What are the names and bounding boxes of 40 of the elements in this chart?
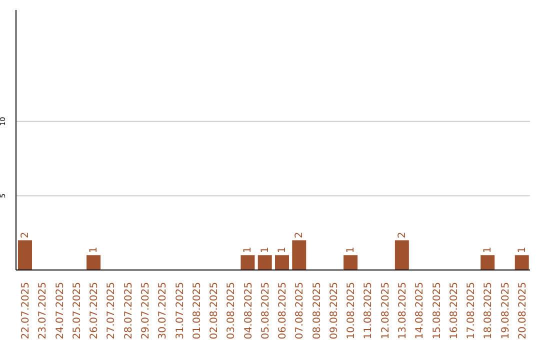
data-label: 2 — [20, 232, 31, 238]
data-label: 1 — [88, 246, 100, 254]
data-label: 1 — [516, 246, 528, 254]
x-tick-label: 24.07.2025 — [54, 282, 66, 340]
x-tick-label: 07.08.2025 — [294, 282, 306, 340]
x-tick-label: 01.08.2025 — [192, 282, 203, 340]
x-tick-label: 30.07.2025 — [158, 282, 169, 340]
data-label: 1 — [242, 246, 254, 254]
x-tick-label: 16.08.2025 — [448, 282, 460, 340]
x-tick-label: 13.08.2025 — [398, 282, 408, 340]
x-tick-label: 14.08.2025 — [414, 282, 426, 340]
data-label: 2 — [294, 232, 306, 238]
data-label: 1 — [346, 246, 357, 254]
x-tick-label: 22.07.2025 — [20, 282, 32, 340]
data-label: 1 — [482, 246, 494, 254]
x-tick-label: 09.08.2025 — [328, 282, 340, 340]
x-tick-label: 25.07.2025 — [72, 282, 83, 340]
x-tick-label: 17.08.2025 — [466, 282, 478, 340]
x-tick-label: 29.07.2025 — [140, 282, 152, 340]
data-label: 1 — [277, 246, 288, 254]
x-tick-label: 10.08.2025 — [346, 282, 358, 340]
data-label: 1 — [260, 246, 271, 254]
x-tick-label: 27.07.2025 — [106, 282, 118, 340]
x-tick-label: 08.08.2025 — [312, 282, 323, 340]
x-tick-label: 05.08.2025 — [260, 282, 272, 340]
x-tick-label: 28.07.2025 — [123, 282, 134, 340]
x-tick-label: 23.07.2025 — [38, 282, 49, 340]
data-label: 2 — [396, 232, 408, 238]
x-tick-label: 03.08.2025 — [226, 282, 238, 340]
x-tick-label: 31.07.2025 — [174, 282, 186, 340]
x-tick-label: 11.08.2025 — [363, 282, 374, 340]
x-tick-label: 12.08.2025 — [380, 282, 392, 340]
x-tick-label: 20.08.2025 — [517, 282, 528, 340]
x-tick-label: 15.08.2025 — [432, 282, 443, 340]
x-tick-label: 02.08.2025 — [209, 282, 220, 340]
x-tick-label: 06.08.2025 — [278, 282, 289, 340]
x-tick-label: 04.08.2025 — [243, 282, 254, 340]
x-tick-label: 18.08.2025 — [483, 282, 494, 340]
x-tick-label: 26.07.2025 — [89, 282, 100, 340]
x-tick-label: 19.08.2025 — [500, 282, 512, 340]
